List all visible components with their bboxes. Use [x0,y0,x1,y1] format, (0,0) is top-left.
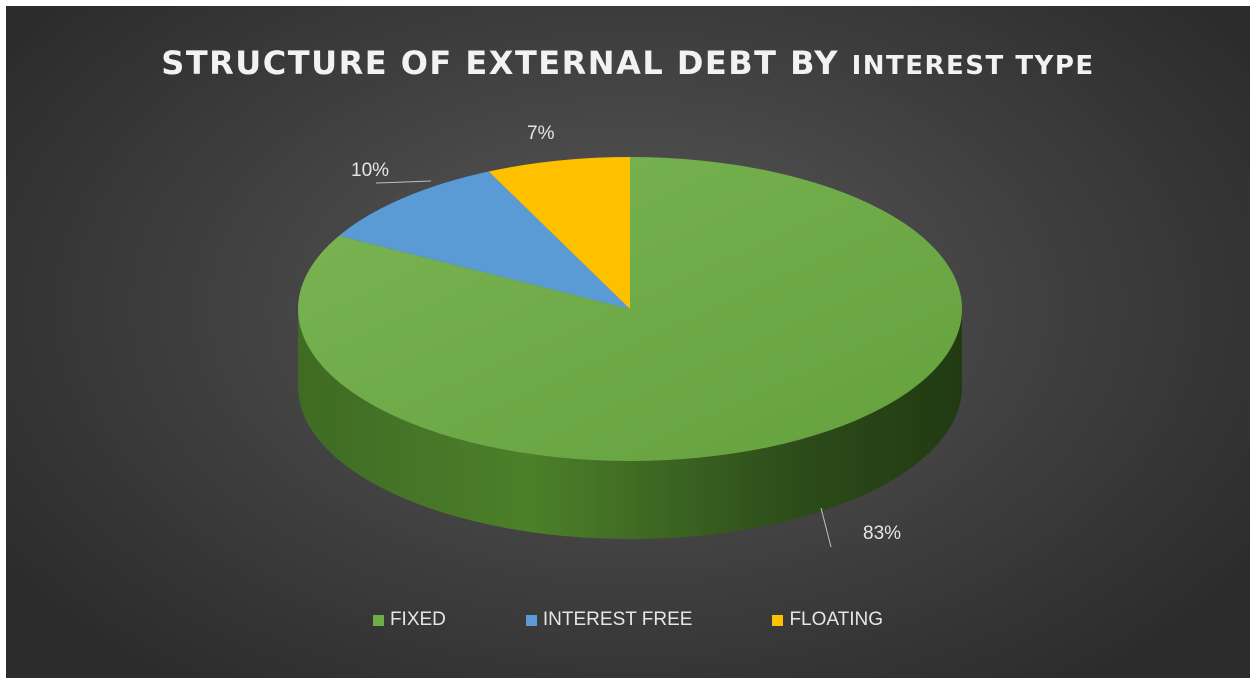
pie-side-fixed [298,309,962,539]
legend-item-interest-free: INTEREST FREE [525,609,693,631]
legend-label-interest-free: INTEREST FREE [542,609,693,630]
chart-title-main: STRUCTURE OF EXTERNAL DEBT BY [161,44,839,82]
chart-title: STRUCTURE OF EXTERNAL DEBT BY INTEREST T… [6,44,1250,82]
data-label-interest-free: 10% [351,160,389,181]
legend-item-fixed: FIXED [372,609,446,631]
leader-line-fixed [820,507,832,548]
pie-slice-floating [488,157,630,309]
data-label-floating: 7% [527,123,555,144]
chart-title-tail: INTEREST TYPE [851,51,1095,81]
data-label-fixed: 83% [863,523,901,544]
legend-label-fixed: FIXED [389,609,446,630]
legend-swatch-fixed [372,614,384,626]
chart-legend: FIXED INTEREST FREE FLOATING [6,609,1250,631]
legend-swatch-floating [772,614,784,626]
pie-slice-interest-free [339,171,630,309]
legend-label-floating: FLOATING [789,609,884,630]
leader-line-interest-free [375,180,432,184]
chart-area: STRUCTURE OF EXTERNAL DEBT BY INTEREST T… [6,6,1250,678]
pie-chart: 83% 10% 7% [298,123,962,548]
legend-swatch-interest-free [525,614,537,626]
legend-item-floating: FLOATING [772,609,883,631]
